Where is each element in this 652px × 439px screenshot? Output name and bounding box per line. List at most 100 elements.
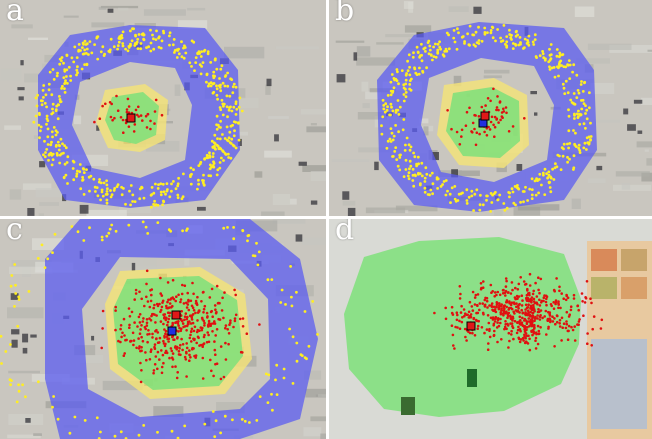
yellow-point [78,170,82,174]
red-point [539,277,543,281]
newspaper-block [310,416,326,422]
red-point [497,108,500,112]
yellow-point [121,30,125,34]
red-point [463,312,467,315]
red-point [203,333,206,337]
red-point [531,311,535,315]
red-point [495,301,499,305]
yellow-point [411,173,415,177]
yellow-point [562,65,566,68]
yellow-point [154,38,158,41]
newspaper-block [331,159,370,162]
red-point [181,322,185,325]
red-point [179,343,182,347]
yellow-point [203,157,207,161]
yellow-point [584,104,587,107]
yellow-point [57,148,61,152]
red-point [580,292,584,295]
red-point [531,292,535,296]
yellow-point [514,42,517,46]
red-point [458,143,462,146]
yellow-point [578,149,582,152]
red-point [174,365,177,368]
yellow-point [499,36,502,40]
yellow-point [300,354,304,357]
red-point [471,309,475,312]
red-point [148,305,152,309]
newspaper-dark-block [623,108,629,115]
red-point [180,310,183,313]
yellow-point [215,93,219,97]
yellow-point [494,190,497,194]
yellow-point [65,75,68,78]
yellow-point [444,47,448,51]
red-point [158,358,161,361]
yellow-point [290,295,293,299]
red-point [182,325,185,329]
yellow-point [473,192,477,196]
red-point [496,340,499,344]
red-point [184,358,188,361]
yellow-point [408,65,411,69]
yellow-point [381,98,385,102]
yellow-point [574,145,578,149]
red-point [179,329,183,333]
red-point [532,297,536,301]
red-point [149,127,152,131]
yellow-point [60,56,64,59]
yellow-point [93,185,97,189]
yellow-point [49,143,53,147]
yellow-point [585,148,588,151]
yellow-point [401,128,405,132]
newspaper-block [571,198,581,209]
yellow-point [589,138,592,142]
yellow-point [112,189,116,192]
yellow-point [83,63,86,66]
yellow-point [219,89,223,93]
yellow-point [63,69,67,73]
yellow-point [146,232,150,235]
yellow-point [432,55,436,58]
red-point [565,322,569,326]
yellow-point [10,274,14,277]
yellow-point [73,45,77,49]
red-point [497,306,501,309]
yellow-point [557,62,561,66]
yellow-point [17,298,21,301]
red-point [473,303,477,306]
yellow-point [237,138,241,142]
yellow-point [142,196,146,200]
red-point [499,312,503,316]
newspaper-block [641,172,652,182]
yellow-point [9,284,13,288]
red-point [480,326,484,329]
red-point [498,304,501,307]
red-point [459,311,463,314]
yellow-point [291,335,295,339]
yellow-point [213,142,217,146]
newspaper-dark-block [310,200,318,205]
yellow-point [524,185,527,189]
newspaper-block [174,84,181,96]
yellow-point [149,41,153,45]
yellow-point [101,194,105,198]
yellow-point [429,188,433,192]
yellow-point [180,40,183,44]
red-point [507,331,511,335]
red-point [556,314,559,318]
yellow-point [429,53,433,57]
newspaper-block [80,354,104,364]
yellow-point [229,142,233,145]
red-point [526,309,530,312]
yellow-point [92,177,96,181]
newspaper-block [403,1,414,9]
yellow-point [578,112,582,116]
red-point [164,332,167,336]
yellow-point [105,198,109,202]
yellow-point [574,131,577,135]
newspaper-block [268,116,289,119]
red-point [452,344,455,347]
yellow-point [54,108,58,111]
yellow-point [541,52,545,56]
newspaper-block [404,25,432,33]
